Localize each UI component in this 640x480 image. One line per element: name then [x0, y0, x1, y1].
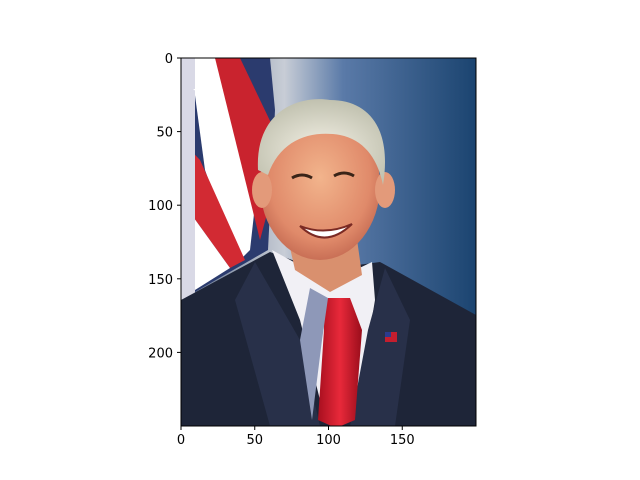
x-tick-label: 50 [246, 433, 263, 448]
y-tick-label: 150 [148, 273, 173, 288]
hair [257, 99, 386, 185]
x-tick-label: 100 [316, 433, 341, 448]
x-axis: 0 50 100 150 [177, 426, 415, 448]
face [260, 110, 380, 260]
x-tick-label: 150 [390, 433, 415, 448]
y-tick-label: 50 [156, 126, 173, 141]
tie [318, 298, 362, 426]
y-tick-label: 0 [165, 52, 173, 67]
y-tick-label: 100 [148, 199, 173, 214]
x-tick-label: 0 [177, 433, 185, 448]
y-tick-label: 200 [148, 346, 173, 361]
portrait-image [181, 58, 476, 426]
y-axis: 0 50 100 150 200 [148, 52, 181, 361]
flag-graphic [181, 58, 275, 300]
